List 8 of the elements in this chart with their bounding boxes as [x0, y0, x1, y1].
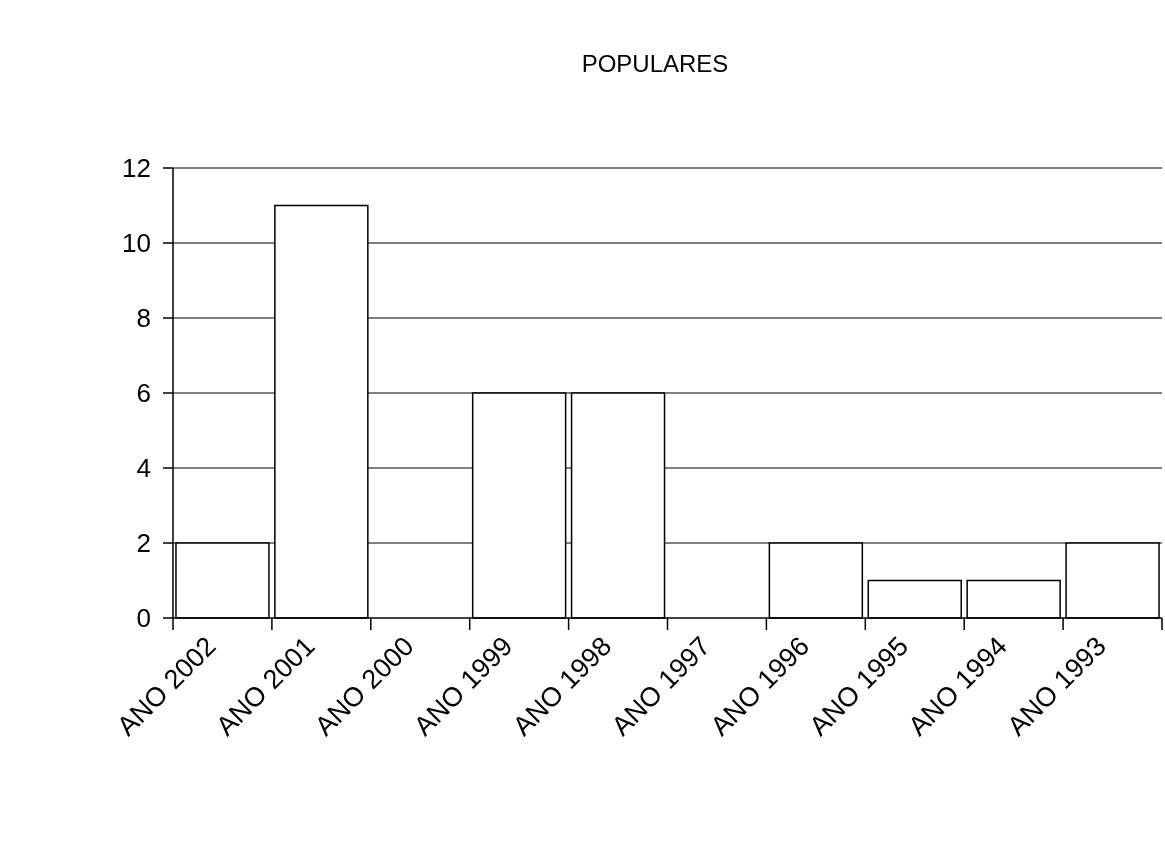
- y-tick-label: 8: [136, 303, 151, 334]
- y-tick-label: 2: [136, 528, 151, 559]
- chart-title: POPULARES: [581, 50, 729, 77]
- y-tick-label: 12: [122, 153, 151, 184]
- y-tick-label: 0: [136, 603, 151, 634]
- y-tick-label: 10: [122, 228, 151, 259]
- y-tick-label: 6: [136, 378, 151, 409]
- y-tick-label: 4: [136, 453, 151, 484]
